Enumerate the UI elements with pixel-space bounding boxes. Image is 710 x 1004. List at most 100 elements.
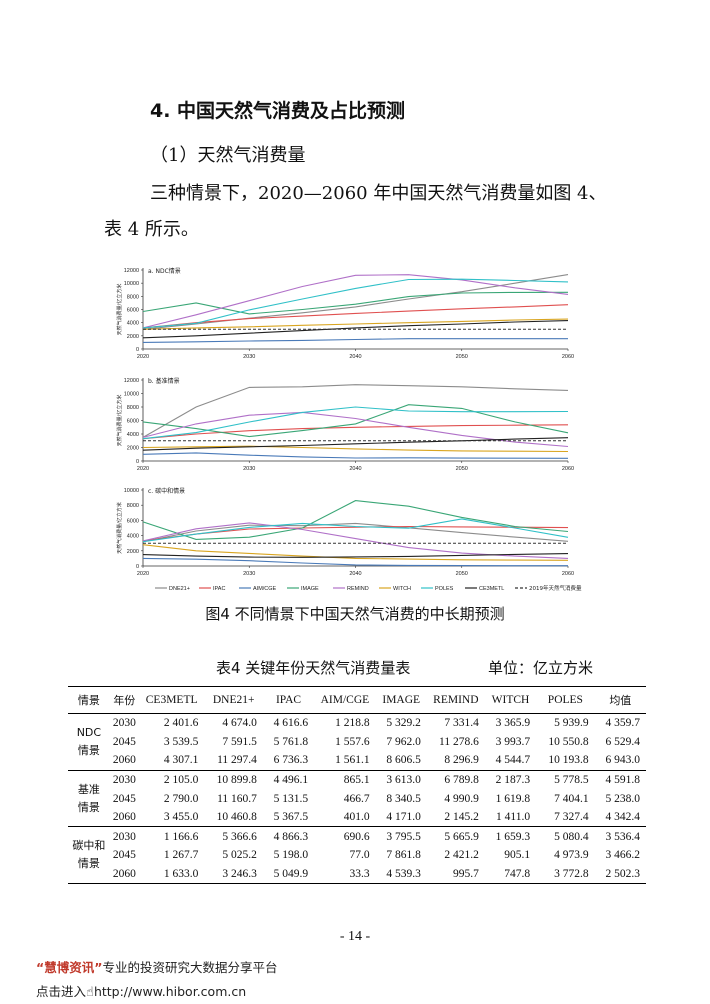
value-cell: 2 502.3	[594, 864, 646, 885]
value-cell: 5 049.9	[262, 864, 315, 885]
consumption-table: 情景 年份 CE3METL DNE21+ IPAC AIM/CGE IMAGE REMIND W…	[68, 686, 646, 885]
y-tick-label: 8000	[127, 294, 139, 300]
table-header-cell: 情景	[68, 686, 110, 714]
table-row: 碳中和 情景 2030 1 166.6 5 366.6 4 866.3 690.6 3 795…	[68, 826, 646, 885]
value-cell: 2 421.2	[444, 849, 479, 862]
value-cell: 4 307.1	[138, 751, 205, 771]
pointer-hand-icon: ☝	[86, 985, 94, 1000]
y-tick-label: 6000	[127, 419, 139, 425]
legend-label: POLES	[435, 586, 454, 592]
series-line	[142, 452, 569, 459]
value-cell: 2 105.0	[163, 773, 199, 786]
value-cell: 1 659.3	[495, 830, 531, 843]
x-tick-label: 2020	[137, 571, 149, 577]
value-cell: 6 789.8	[444, 773, 479, 786]
value-cell: 5 329.2	[386, 717, 421, 730]
value-cell: 1 267.7	[163, 849, 199, 862]
table-header-cell: 年份	[109, 686, 139, 714]
y-tick-label: 4000	[127, 534, 139, 540]
series-line	[142, 274, 569, 330]
value-cell: 3 613.0	[386, 773, 421, 786]
value-cell: 1 561.1	[314, 751, 376, 771]
value-cell: 401.0	[314, 807, 376, 828]
table-row: 基准 情景 2030 2 105.0 10 899.8 4 496.1 865.1 3 613…	[68, 770, 646, 828]
y-tick-label: 12000	[124, 268, 139, 274]
value-cell: 11 160.7	[217, 792, 257, 805]
value-cell: 33.3	[314, 864, 376, 885]
figure-4-charts: 0 2000 4000 6000 8000 10000 12000 2020 2030 2040 2…	[116, 267, 582, 592]
series-line	[142, 338, 568, 343]
watermark-brand: “慧博资讯”	[36, 960, 103, 975]
watermark-url[interactable]: http://www.hibor.com.cn	[93, 984, 247, 999]
value-cell: 690.6	[343, 830, 370, 843]
year-cell: 2045	[112, 792, 136, 805]
panel-title: b. 基准情景	[148, 377, 180, 385]
series-line	[142, 553, 569, 558]
legend-label: 2019年天然气消费量	[529, 584, 582, 592]
series-line	[142, 522, 569, 543]
value-cell: 3 455.0	[138, 807, 205, 828]
value-cell: 10 899.8	[216, 773, 257, 786]
series-line	[142, 522, 569, 559]
y-tick-label: 0	[136, 347, 139, 353]
panel-title: a. NDC情景	[148, 267, 181, 275]
watermark-link-line[interactable]: 点击进入☝http://www.hibor.com.cn	[36, 981, 246, 1000]
value-cell: 995.7	[426, 864, 485, 885]
value-cell: 10 460.8	[204, 807, 263, 828]
table-header-cell: DNE21+	[204, 686, 263, 714]
value-cell: 4 171.0	[375, 807, 427, 828]
value-cell: 11 297.4	[204, 751, 263, 771]
value-cell: 4 539.3	[375, 864, 427, 885]
legend-label: IMAGE	[301, 586, 319, 592]
value-cell: 10 550.8	[548, 735, 589, 748]
legend-label: AIM/CGE	[253, 586, 277, 592]
y-tick-label: 6000	[127, 518, 139, 524]
subsection-title: （1）天然气消费量	[150, 145, 306, 166]
value-cell: 7 331.4	[444, 717, 479, 730]
y-tick-label: 10000	[124, 392, 139, 398]
value-cell: 2 401.6	[163, 717, 199, 730]
table-title: 表4 关键年份天然气消费量表	[216, 659, 411, 677]
x-tick-label: 2030	[243, 571, 255, 577]
series-line	[142, 274, 569, 329]
value-cell: 5 778.5	[554, 773, 589, 786]
legend-label: DNE21+	[169, 586, 190, 592]
y-tick-label: 2000	[127, 334, 139, 340]
series-line	[142, 278, 569, 329]
y-tick-label: 10000	[124, 281, 139, 287]
page-number: - 14 -	[339, 929, 371, 944]
value-cell: 3 536.4	[605, 830, 641, 843]
value-cell: 3 539.5	[163, 735, 199, 748]
value-cell: 2 790.0	[163, 792, 199, 805]
watermark-slogan: 专业的投资研究大数据分享平台	[102, 960, 278, 975]
value-cell: 1 166.6	[163, 830, 199, 843]
figure-caption: 图4 不同情景下中国天然气消费的中长期预测	[205, 605, 505, 623]
y-axis-label: 天然气消费量/亿立方米	[116, 395, 123, 447]
table-row: 2060 1 633.0 3 246.3 5 049.9 33.3 4 539.3 995.…	[68, 864, 646, 885]
table-header-cell: IPAC	[262, 686, 315, 714]
value-cell: 5 131.5	[273, 792, 309, 805]
x-tick-label: 2020	[137, 354, 149, 360]
y-tick-label: 8000	[127, 405, 139, 411]
series-line	[142, 544, 569, 561]
value-cell: 7 962.0	[386, 735, 421, 748]
value-cell: 905.1	[504, 849, 531, 862]
x-tick-label: 2050	[456, 354, 468, 360]
value-cell: 8 606.5	[375, 751, 427, 771]
series-line	[142, 518, 569, 543]
x-tick-label: 2020	[137, 466, 149, 472]
x-tick-label: 2030	[243, 466, 255, 472]
year-cell: 2045	[112, 735, 136, 748]
value-cell: 6 736.3	[262, 751, 315, 771]
y-tick-label: 12000	[124, 378, 139, 384]
table-header-cell: REMIND	[426, 686, 485, 714]
y-axis-label: 天然气消费量/亿立方米	[116, 502, 123, 554]
scenario-cell: 碳中和 情景	[68, 826, 110, 885]
series-line	[142, 318, 569, 330]
table-header-cell: AIM/CGE	[314, 686, 376, 714]
series-line	[142, 500, 569, 540]
value-cell: 5 080.4	[554, 830, 589, 843]
table-header-row: 情景 年份 CE3METL DNE21+ IPAC AIM/CGE IMAGE REMIND W…	[68, 686, 646, 714]
value-cell: 3 246.3	[204, 864, 263, 885]
value-cell: 4 342.4	[594, 807, 646, 828]
